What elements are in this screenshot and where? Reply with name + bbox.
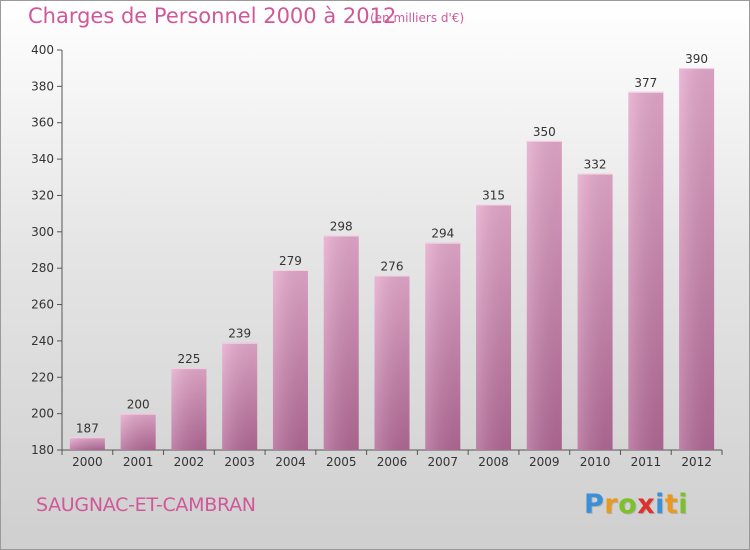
x-tick-label: 2003 — [224, 455, 255, 469]
y-tick-label: 280 — [31, 261, 54, 275]
y-tick-label: 200 — [31, 407, 54, 421]
data-label: 276 — [381, 259, 404, 273]
x-tick-label: 2012 — [681, 455, 712, 469]
y-tick-label: 240 — [31, 334, 54, 348]
data-label: 225 — [177, 352, 200, 366]
data-label: 187 — [76, 421, 99, 435]
bar-shade — [120, 413, 156, 450]
bar-shade — [577, 173, 613, 451]
data-label: 298 — [330, 219, 353, 233]
commune-name: SAUGNAC-ET-CAMBRAN — [36, 494, 256, 516]
x-tick-label: 2008 — [478, 455, 509, 469]
y-tick-label: 260 — [31, 298, 54, 312]
data-label: 332 — [584, 158, 607, 172]
bar-shade — [69, 437, 105, 450]
bar-shade — [171, 368, 207, 450]
x-tick-label: 2001 — [123, 455, 154, 469]
logo-letter: o — [618, 489, 638, 520]
proxiti-logo: Proxiti — [584, 489, 688, 520]
bar-shade — [272, 270, 308, 450]
logo-letter: P — [584, 489, 605, 520]
x-tick-label: 2011 — [631, 455, 662, 469]
logo-letter: x — [637, 489, 656, 520]
x-tick-label: 2004 — [275, 455, 306, 469]
x-tick-label: 2005 — [326, 455, 357, 469]
data-label: 350 — [533, 125, 556, 139]
bar-shade — [628, 91, 664, 451]
y-tick-label: 300 — [31, 225, 54, 239]
logo-letter: t — [664, 489, 679, 520]
bar-shade — [374, 275, 410, 450]
data-label: 200 — [127, 398, 150, 412]
data-label: 294 — [431, 227, 454, 241]
y-tick-label: 380 — [31, 79, 54, 93]
logo-letter: i — [655, 489, 665, 520]
y-tick-label: 220 — [31, 370, 54, 384]
bar-shade — [476, 204, 512, 450]
logo-letter: i — [678, 489, 689, 520]
data-label: 377 — [634, 76, 657, 90]
data-label: 279 — [279, 254, 302, 268]
bar-shade — [425, 242, 461, 450]
bar-shade — [323, 235, 359, 450]
data-label: 239 — [228, 327, 251, 341]
y-tick-label: 400 — [31, 43, 54, 57]
x-tick-label: 2010 — [580, 455, 611, 469]
bar-shade — [526, 140, 562, 450]
x-tick-label: 2002 — [174, 455, 205, 469]
x-tick-label: 2009 — [529, 455, 560, 469]
logo-letter: r — [604, 489, 619, 520]
data-label: 315 — [482, 189, 505, 203]
y-tick-label: 340 — [31, 152, 54, 166]
y-tick-label: 320 — [31, 188, 54, 202]
bar-shade — [222, 342, 258, 450]
x-tick-label: 2007 — [427, 455, 458, 469]
y-tick-label: 360 — [31, 116, 54, 130]
bar-shade — [679, 68, 715, 450]
x-tick-label: 2000 — [72, 455, 103, 469]
chart-title: Charges de Personnel 2000 à 2012 — [28, 4, 397, 28]
x-tick-label: 2006 — [377, 455, 408, 469]
data-label: 390 — [685, 52, 708, 66]
chart-subtitle: (en milliers d'€) — [370, 11, 465, 25]
y-tick-label: 180 — [31, 443, 54, 457]
